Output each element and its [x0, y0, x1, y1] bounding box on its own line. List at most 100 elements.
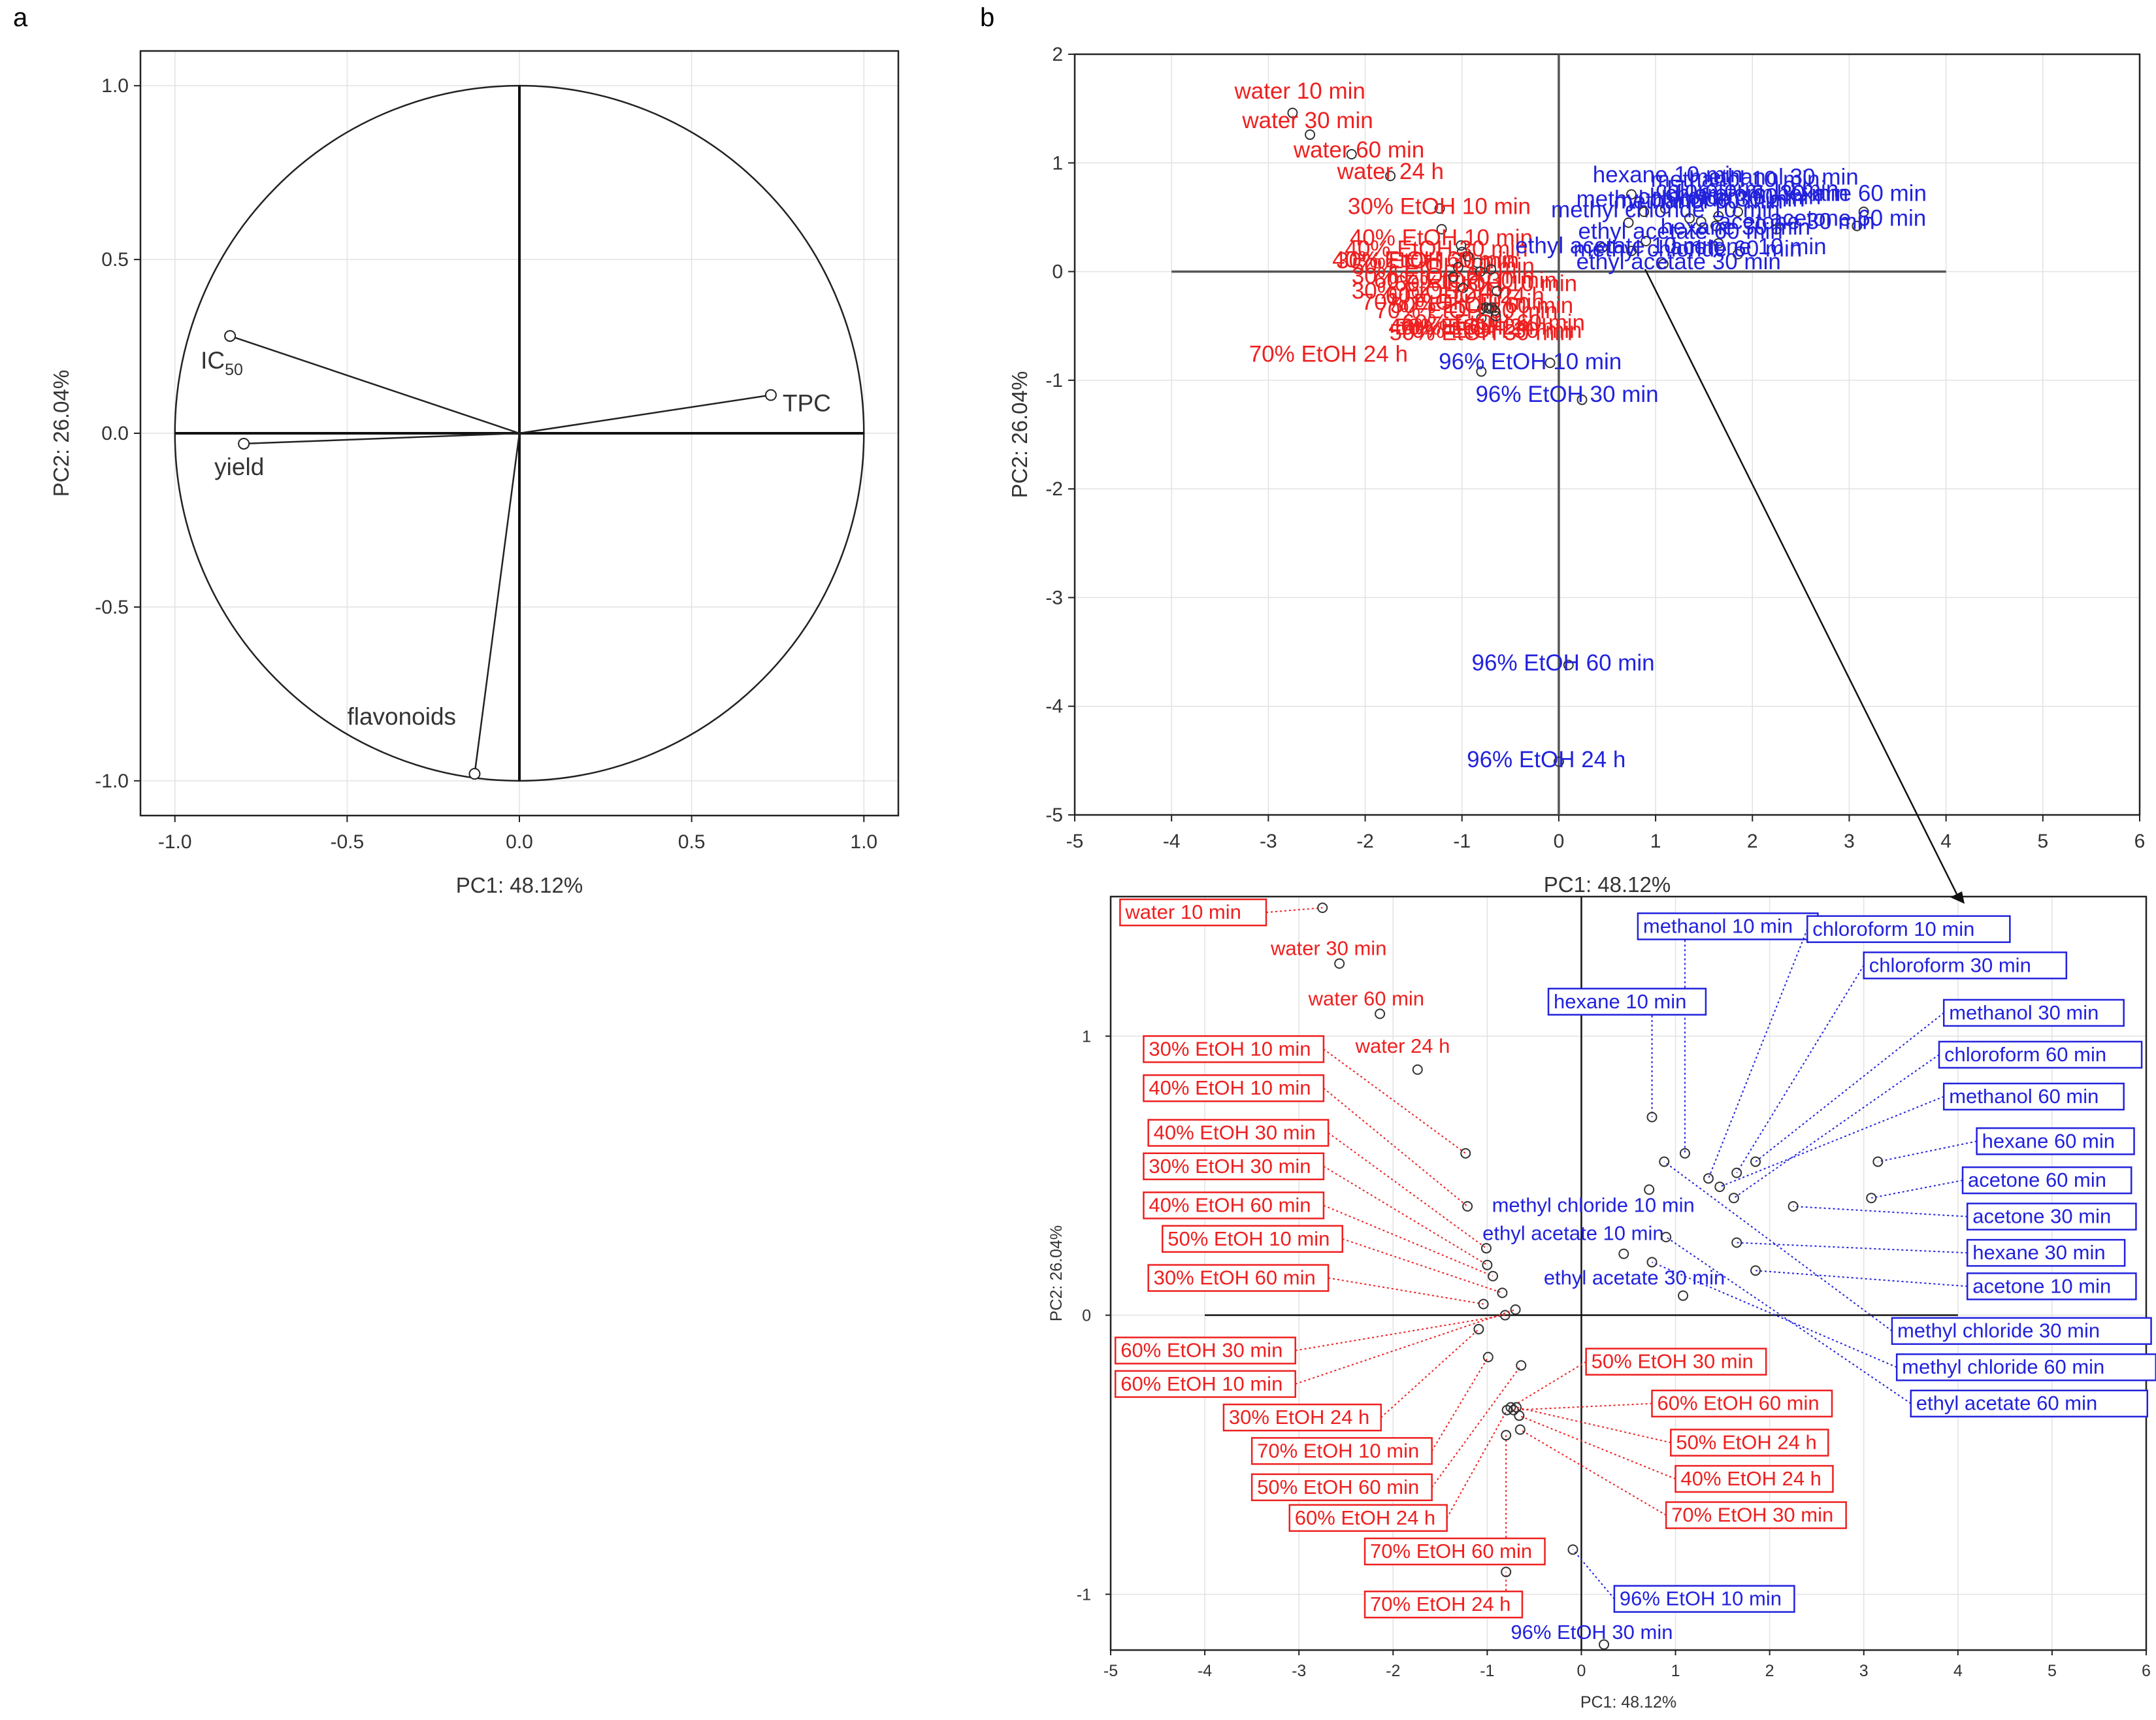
zoom-score-label: 60% EtOH 30 min: [1120, 1339, 1282, 1362]
x-tick-label: 5: [2048, 1662, 2057, 1680]
label-box: [1147, 1119, 1330, 1147]
x-tick-label: -4: [1163, 831, 1181, 852]
score-label: acetone 10 min: [1670, 234, 1826, 259]
score-point: [1452, 261, 1463, 273]
leader-line: [1652, 1261, 1897, 1368]
score-point: [1490, 310, 1501, 322]
label-box: [1806, 915, 2011, 944]
score-point: [1852, 220, 1863, 231]
y-tick-label: 0.0: [101, 423, 129, 444]
panel-a-letter: a: [13, 3, 28, 32]
score-label: hexane 30 min: [1661, 214, 1811, 240]
x-tick-label: -3: [1292, 1662, 1306, 1680]
y-tick-label: 0.5: [101, 249, 129, 271]
score-point: [1476, 313, 1487, 324]
zoom-score-label: 50% EtOH 10 min: [1168, 1227, 1330, 1250]
score-label: ethyl acetate 60 min: [1578, 219, 1783, 244]
zoom-score-label: 30% EtOH 10 min: [1149, 1037, 1311, 1060]
y-tick-label: -2: [1045, 478, 1063, 500]
score-label: 96% EtOH 30 min: [1475, 382, 1658, 407]
leader-line: [1793, 1206, 1968, 1217]
score-point: [1544, 357, 1556, 369]
score-label: 60% EtOH 10 min: [1394, 271, 1577, 297]
leader-line: [1520, 1429, 1667, 1516]
x-tick-label: 3: [1859, 1662, 1869, 1680]
x-tick-label: 6: [2134, 831, 2146, 852]
zoom-score-label: water 24 h: [1355, 1034, 1450, 1057]
label-box: [1585, 1348, 1767, 1376]
zoom-score-point: [1510, 1304, 1521, 1315]
leader-line: [1328, 1132, 1487, 1249]
zoom-score-label: water 30 min: [1270, 937, 1386, 960]
label-box: [1250, 1473, 1433, 1502]
label-box: [1143, 1152, 1325, 1181]
zoom-score-label: 60% EtOH 60 min: [1658, 1392, 1820, 1415]
zoom-score-point: [1505, 1402, 1516, 1413]
score-label: methanol 30 min: [1690, 165, 1859, 190]
leader-line: [1323, 1204, 1494, 1277]
zoom-score-point: [1334, 958, 1345, 969]
panel-b-letter: b: [980, 3, 994, 32]
zoom-score-label: chloroform 10 min: [1812, 918, 1974, 940]
label-box: [1674, 1464, 1834, 1493]
score-point: [1733, 248, 1744, 259]
score-label: 50% EtOH 30 min: [1390, 320, 1573, 345]
score-label: 70% EtOH 10 min: [1362, 289, 1544, 315]
leader-line: [1572, 1549, 1615, 1600]
zoom-score-point: [1412, 1064, 1423, 1075]
y-tick-label: -1: [1077, 1586, 1091, 1604]
score-label: water 30 min: [1241, 108, 1373, 133]
zoom-score-label: chloroform 60 min: [1944, 1043, 2106, 1066]
y-axis-title: PC2: 26.04%: [49, 370, 73, 497]
zoom-score-label: 50% EtOH 30 min: [1592, 1350, 1754, 1373]
loading-point-TPC: [764, 389, 777, 401]
label-box: [1966, 1272, 2137, 1300]
score-label: chloroform 60 min: [1638, 184, 1821, 209]
zoom-score-label: methyl chloride 30 min: [1897, 1319, 2100, 1342]
score-label: 40% EtOH 60 min: [1332, 247, 1515, 273]
score-point: [1553, 756, 1564, 767]
score-point: [1305, 129, 1316, 141]
loading-label-TPC: TPC: [783, 390, 831, 417]
score-point: [1626, 245, 1637, 256]
zoom-score-point: [1731, 1237, 1742, 1248]
y-tick-label: 1.0: [101, 75, 129, 97]
x-tick-label: -3: [1260, 831, 1277, 852]
loading-label-subscript: 50: [225, 361, 243, 379]
label-box: [1966, 1202, 2137, 1231]
zoom-score-label: methyl chloride 60 min: [1902, 1355, 2104, 1378]
label-box: [1976, 1127, 2135, 1155]
plot-frame: [1109, 895, 2148, 1651]
zoom-score-label: methyl chloride 10 min: [1492, 1194, 1695, 1217]
leader-line: [1516, 1406, 1671, 1444]
score-point: [1563, 659, 1574, 670]
zoom-score-point: [1462, 1201, 1473, 1212]
zoom-score-label: 96% EtOH 10 min: [1620, 1587, 1782, 1610]
zoom-score-point: [1460, 1148, 1471, 1159]
zoom-score-point: [1473, 1323, 1484, 1334]
zoom-score-point: [1678, 1290, 1689, 1301]
plot-frame: [1073, 53, 2141, 816]
x-tick-label: 1: [1650, 831, 1661, 852]
score-label: acetone 30 min: [1718, 209, 1874, 235]
zoom-score-label: water 60 min: [1308, 987, 1424, 1010]
leader-line: [1719, 1096, 1944, 1188]
score-label: 60% EtOH 24 h: [1386, 283, 1544, 308]
zoom-score-point: [1679, 1148, 1690, 1159]
score-point: [1713, 210, 1724, 222]
zoom-score-label: 40% EtOH 30 min: [1154, 1121, 1316, 1144]
zoom-score-label: 30% EtOH 30 min: [1149, 1155, 1311, 1178]
y-tick-label: -4: [1045, 696, 1063, 718]
zoom-score-label: 70% EtOH 24 h: [1370, 1593, 1511, 1615]
zoom-score-label: hexane 30 min: [1972, 1241, 2105, 1264]
leader-line: [1295, 1309, 1516, 1385]
leader-line: [1736, 965, 1865, 1174]
loading-label-IC50: IC50: [201, 347, 243, 379]
x-tick-label: -1: [1453, 831, 1471, 852]
x-tick-label: -5: [1103, 1662, 1118, 1680]
leader-line: [1737, 1242, 1968, 1254]
label-box: [1938, 1040, 2143, 1069]
leader-line: [1446, 1410, 1508, 1519]
score-label: 70% EtOH 24 h: [1249, 342, 1408, 367]
x-tick-label: 4: [1940, 831, 1952, 852]
